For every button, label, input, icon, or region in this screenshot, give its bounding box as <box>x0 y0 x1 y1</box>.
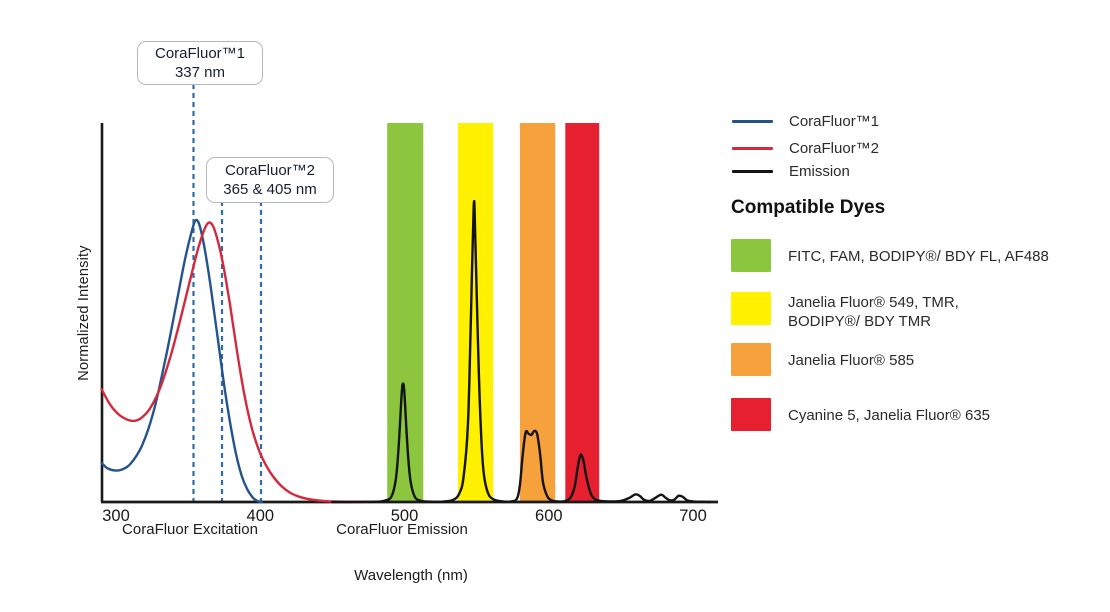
annotation-corafluor2: CoraFluor™2 365 & 405 nm <box>206 157 334 203</box>
legend-item-corafluor2: CoraFluor™2 <box>732 139 879 157</box>
dye-swatch-yellow <box>731 292 771 325</box>
dye-label-yellow: Janelia Fluor® 549, TMR, BODIPY®/ BDY TM… <box>788 294 959 330</box>
legend-line-corafluor1 <box>732 119 773 123</box>
filter-band <box>519 123 556 502</box>
filter-band <box>565 123 600 502</box>
x-axis-title: Wavelength (nm) <box>354 567 468 584</box>
dye-swatch-orange <box>731 343 771 376</box>
dye-label-red: Cyanine 5, Janelia Fluor® 635 <box>788 407 991 424</box>
annotation-corafluor1-title: CoraFluor™1 <box>154 45 246 62</box>
annotation-corafluor1-value: 337 nm <box>174 64 226 81</box>
annotation-corafluor2-title: CoraFluor™2 <box>224 162 316 179</box>
dye-swatch-red <box>731 398 771 431</box>
legend-label: Emission <box>789 162 850 180</box>
compatible-dyes-heading: Compatible Dyes <box>731 197 886 218</box>
legend-label: CoraFluor™2 <box>789 139 880 157</box>
x-tick-label: 700 <box>679 507 707 525</box>
x-tick-label: 500 <box>391 507 419 525</box>
x-axis-section-excitation: CoraFluor Excitation <box>122 521 258 538</box>
dye-swatch-green <box>731 239 771 272</box>
annotation-corafluor1: CoraFluor™1 337 nm <box>137 41 263 85</box>
legend-line-emission <box>732 169 773 173</box>
x-tick-label: 300 <box>102 507 130 525</box>
legend-label: CoraFluor™1 <box>789 112 880 130</box>
x-tick-label: 400 <box>247 507 275 525</box>
legend-line-corafluor2 <box>732 146 773 150</box>
legend-item-emission: Emission <box>732 162 850 180</box>
series-curve-emission <box>331 199 712 504</box>
x-tick-label: 600 <box>535 507 563 525</box>
annotation-corafluor2-value: 365 & 405 nm <box>223 181 317 198</box>
y-axis-title: Normalized Intensity <box>76 245 92 381</box>
legend-item-corafluor1: CoraFluor™1 <box>732 112 879 130</box>
dye-label-green: FITC, FAM, BODIPY®/ BDY FL, AF488 <box>788 248 1049 265</box>
series-curve-corafluor2 <box>100 221 370 504</box>
filter-band <box>457 123 494 502</box>
spectra-chart: 300 400 500 600 700 <box>100 84 718 525</box>
dye-label-orange: Janelia Fluor® 585 <box>788 352 915 369</box>
series-curve-corafluor1 <box>100 218 263 504</box>
x-axis-section-emission: CoraFluor Emission <box>336 521 468 538</box>
filter-band <box>387 123 424 502</box>
